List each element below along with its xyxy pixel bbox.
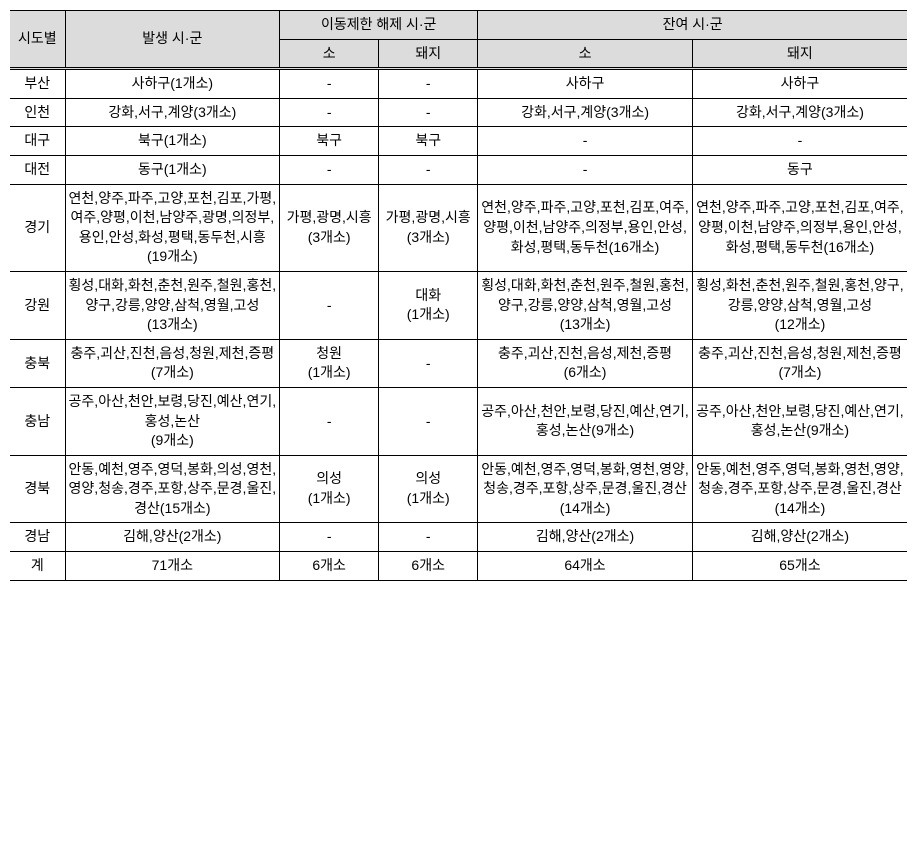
cell-lift-cattle: 의성(1개소) xyxy=(280,455,379,523)
cell-lift-pig: 가평,광명,시흥(3개소) xyxy=(379,184,478,271)
cell-sido: 계 xyxy=(10,552,65,581)
cell-occur: 충주,괴산,진천,음성,청원,제천,증평(7개소) xyxy=(65,339,280,387)
cell-lift-cattle: - xyxy=(280,523,379,552)
table-row: 부산사하구(1개소)--사하구사하구 xyxy=(10,69,907,99)
cell-lift-pig: 6개소 xyxy=(379,552,478,581)
table-row: 강원횡성,대화,화천,춘천,원주,철원,홍천,양구,강릉,양양,삼척,영월,고성… xyxy=(10,271,907,339)
table-row: 경남김해,양산(2개소)--김해,양산(2개소)김해,양산(2개소) xyxy=(10,523,907,552)
cell-remain-cattle: 안동,예천,영주,영덕,봉화,영천,영양,청송,경주,포항,상주,문경,울진,경… xyxy=(478,455,693,523)
cell-remain-pig: 안동,예천,영주,영덕,봉화,영천,영양,청송,경주,포항,상주,문경,울진,경… xyxy=(692,455,907,523)
cell-remain-pig: 동구 xyxy=(692,155,907,184)
header-lift-group: 이동제한 해제 시·군 xyxy=(280,11,478,40)
cell-remain-cattle: 강화,서구,계양(3개소) xyxy=(478,98,693,127)
cell-remain-pig: 강화,서구,계양(3개소) xyxy=(692,98,907,127)
cell-remain-cattle: 사하구 xyxy=(478,69,693,99)
cell-remain-pig: 사하구 xyxy=(692,69,907,99)
cell-sido: 경북 xyxy=(10,455,65,523)
cell-lift-cattle: 북구 xyxy=(280,127,379,156)
table-body: 부산사하구(1개소)--사하구사하구인천강화,서구,계양(3개소)--강화,서구… xyxy=(10,69,907,580)
header-lift-cattle: 소 xyxy=(280,39,379,69)
cell-lift-cattle: 6개소 xyxy=(280,552,379,581)
cell-remain-cattle: - xyxy=(478,127,693,156)
cell-lift-pig: 의성(1개소) xyxy=(379,455,478,523)
cell-occur: 북구(1개소) xyxy=(65,127,280,156)
cell-lift-cattle: - xyxy=(280,271,379,339)
cell-occur: 71개소 xyxy=(65,552,280,581)
cell-remain-cattle: 64개소 xyxy=(478,552,693,581)
cell-lift-pig: - xyxy=(379,98,478,127)
cell-lift-cattle: 청원(1개소) xyxy=(280,339,379,387)
cell-remain-pig: 충주,괴산,진천,음성,청원,제천,증평(7개소) xyxy=(692,339,907,387)
cell-remain-pig: 횡성,화천,춘천,원주,철원,홍천,양구,강릉,양양,삼척,영월,고성(12개소… xyxy=(692,271,907,339)
cell-sido: 대전 xyxy=(10,155,65,184)
table-row: 계71개소6개소6개소64개소65개소 xyxy=(10,552,907,581)
cell-occur: 공주,아산,천안,보령,당진,예산,연기,홍성,논산(9개소) xyxy=(65,387,280,455)
cell-remain-cattle: 김해,양산(2개소) xyxy=(478,523,693,552)
cell-sido: 충남 xyxy=(10,387,65,455)
table-header: 시도별 발생 시·군 이동제한 해제 시·군 잔여 시·군 소 돼지 소 돼지 xyxy=(10,11,907,69)
cell-remain-cattle: 공주,아산,천안,보령,당진,예산,연기,홍성,논산(9개소) xyxy=(478,387,693,455)
table-row: 경북안동,예천,영주,영덕,봉화,의성,영천,영양,청송,경주,포항,상주,문경… xyxy=(10,455,907,523)
movement-restriction-table: 시도별 발생 시·군 이동제한 해제 시·군 잔여 시·군 소 돼지 소 돼지 … xyxy=(10,10,907,581)
table-row: 인천강화,서구,계양(3개소)--강화,서구,계양(3개소)강화,서구,계양(3… xyxy=(10,98,907,127)
cell-lift-cattle: - xyxy=(280,98,379,127)
cell-lift-pig: - xyxy=(379,69,478,99)
table-row: 대구북구(1개소)북구북구-- xyxy=(10,127,907,156)
cell-sido: 대구 xyxy=(10,127,65,156)
cell-occur: 김해,양산(2개소) xyxy=(65,523,280,552)
cell-lift-pig: - xyxy=(379,155,478,184)
cell-lift-pig: 북구 xyxy=(379,127,478,156)
cell-sido: 부산 xyxy=(10,69,65,99)
cell-remain-pig: 연천,양주,파주,고양,포천,김포,여주,양평,이천,남양주,의정부,용인,안성… xyxy=(692,184,907,271)
cell-remain-cattle: - xyxy=(478,155,693,184)
header-lift-pig: 돼지 xyxy=(379,39,478,69)
cell-lift-cattle: - xyxy=(280,69,379,99)
table-row: 대전동구(1개소)---동구 xyxy=(10,155,907,184)
cell-remain-cattle: 횡성,대화,화천,춘천,원주,철원,홍천,양구,강릉,양양,삼척,영월,고성(1… xyxy=(478,271,693,339)
cell-remain-cattle: 연천,양주,파주,고양,포천,김포,여주,양평,이천,남양주,의정부,용인,안성… xyxy=(478,184,693,271)
cell-lift-pig: - xyxy=(379,523,478,552)
cell-remain-cattle: 충주,괴산,진천,음성,제천,증평(6개소) xyxy=(478,339,693,387)
cell-occur: 사하구(1개소) xyxy=(65,69,280,99)
table-row: 충남공주,아산,천안,보령,당진,예산,연기,홍성,논산(9개소)--공주,아산… xyxy=(10,387,907,455)
cell-occur: 동구(1개소) xyxy=(65,155,280,184)
cell-lift-pig: - xyxy=(379,387,478,455)
cell-occur: 강화,서구,계양(3개소) xyxy=(65,98,280,127)
cell-sido: 경기 xyxy=(10,184,65,271)
cell-sido: 강원 xyxy=(10,271,65,339)
cell-remain-pig: 65개소 xyxy=(692,552,907,581)
table-row: 경기연천,양주,파주,고양,포천,김포,가평,여주,양평,이천,남양주,광명,의… xyxy=(10,184,907,271)
cell-occur: 횡성,대화,화천,춘천,원주,철원,홍천,양구,강릉,양양,삼척,영월,고성(1… xyxy=(65,271,280,339)
cell-remain-pig: 김해,양산(2개소) xyxy=(692,523,907,552)
header-remain-cattle: 소 xyxy=(478,39,693,69)
cell-lift-cattle: - xyxy=(280,387,379,455)
header-occur: 발생 시·군 xyxy=(65,11,280,69)
cell-remain-pig: - xyxy=(692,127,907,156)
cell-sido: 경남 xyxy=(10,523,65,552)
cell-occur: 연천,양주,파주,고양,포천,김포,가평,여주,양평,이천,남양주,광명,의정부… xyxy=(65,184,280,271)
header-remain-pig: 돼지 xyxy=(692,39,907,69)
header-remain-group: 잔여 시·군 xyxy=(478,11,907,40)
cell-occur: 안동,예천,영주,영덕,봉화,의성,영천,영양,청송,경주,포항,상주,문경,울… xyxy=(65,455,280,523)
header-sido: 시도별 xyxy=(10,11,65,69)
cell-sido: 인천 xyxy=(10,98,65,127)
cell-lift-pig: 대화(1개소) xyxy=(379,271,478,339)
table-row: 충북충주,괴산,진천,음성,청원,제천,증평(7개소)청원(1개소)-충주,괴산… xyxy=(10,339,907,387)
cell-lift-cattle: 가평,광명,시흥(3개소) xyxy=(280,184,379,271)
cell-lift-pig: - xyxy=(379,339,478,387)
cell-lift-cattle: - xyxy=(280,155,379,184)
cell-remain-pig: 공주,아산,천안,보령,당진,예산,연기,홍성,논산(9개소) xyxy=(692,387,907,455)
cell-sido: 충북 xyxy=(10,339,65,387)
